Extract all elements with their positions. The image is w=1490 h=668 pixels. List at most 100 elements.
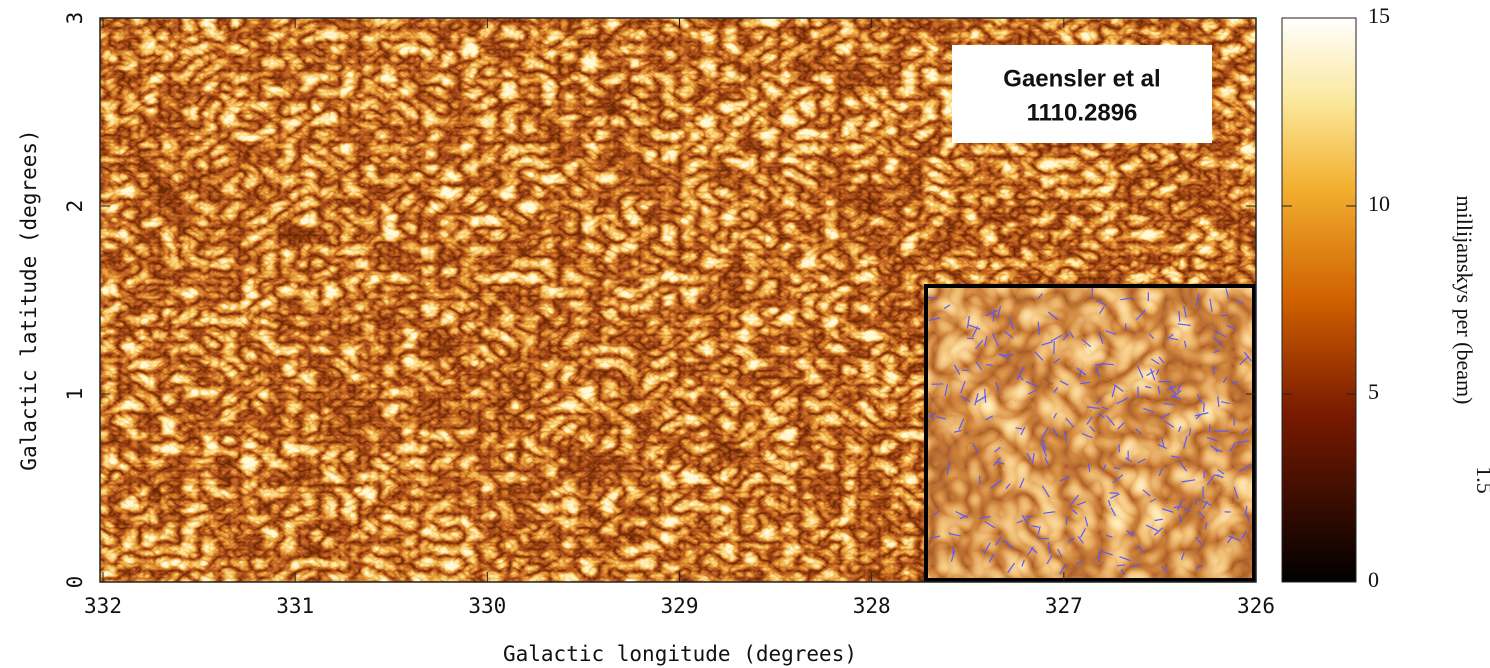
vector (1004, 331, 1014, 339)
vector (1229, 442, 1236, 452)
x-tick-label: 330 (468, 594, 506, 618)
vector (1105, 330, 1117, 335)
vector (1018, 375, 1024, 381)
vector (1004, 539, 1014, 550)
vector (1105, 414, 1116, 427)
vector (1241, 530, 1247, 540)
vector (1079, 528, 1087, 538)
vector (1142, 489, 1151, 497)
vector (1216, 474, 1224, 479)
vector (1183, 305, 1187, 318)
vector (1244, 505, 1248, 515)
vector (1171, 455, 1181, 459)
vector (929, 535, 941, 540)
vector (1067, 537, 1075, 543)
vector (1246, 513, 1250, 522)
vector (1070, 494, 1080, 506)
vector (1053, 358, 1061, 364)
vector (960, 380, 966, 394)
vector (1005, 483, 1011, 490)
x-tick-label: 332 (84, 594, 122, 618)
vector (1137, 458, 1146, 464)
vector (984, 520, 996, 529)
vector (1110, 507, 1117, 517)
vector (986, 364, 993, 366)
vector (966, 315, 970, 329)
vector (1021, 514, 1029, 525)
vector (1217, 469, 1225, 475)
vector (1078, 369, 1082, 378)
vector (972, 443, 979, 454)
vector (1102, 464, 1107, 471)
vector (1143, 407, 1155, 413)
vector (1178, 514, 1183, 523)
vector (1169, 337, 1179, 341)
vector (1077, 535, 1084, 544)
colorbar-tick-label: 0 (1368, 567, 1379, 592)
vector (995, 536, 1002, 546)
vector (995, 381, 1000, 392)
vector (975, 395, 987, 404)
x-tick-label: 331 (276, 594, 314, 618)
vector (994, 446, 1001, 453)
vector (1183, 507, 1191, 513)
vector (1086, 416, 1093, 425)
vector (1116, 564, 1126, 567)
plot-frame (99, 17, 1257, 583)
vector (1239, 463, 1252, 473)
vector (1041, 445, 1048, 457)
vector (1110, 493, 1120, 499)
vector (1117, 422, 1125, 430)
colorbar-label: millijanskys per (beam) (1452, 196, 1477, 405)
vector (946, 461, 951, 475)
vector (1222, 376, 1228, 383)
vector (1215, 448, 1223, 453)
vector (996, 461, 1005, 465)
vector (1080, 381, 1091, 385)
vector (1235, 299, 1244, 305)
vector (1126, 529, 1134, 537)
vector (1183, 340, 1187, 348)
vector (1212, 365, 1215, 375)
vector (1162, 508, 1174, 513)
vector (958, 418, 965, 430)
y-tick-label: 3 (63, 12, 87, 25)
vector (1041, 485, 1050, 498)
vector (1169, 385, 1177, 395)
vector (1037, 526, 1041, 535)
vector (1081, 338, 1092, 348)
vector (1195, 293, 1200, 307)
vector (1037, 321, 1040, 335)
annotation-box (952, 45, 1212, 143)
vector (992, 333, 999, 347)
vector (1163, 402, 1176, 406)
annotation: 1110.2896 (1027, 99, 1138, 126)
vector (1116, 397, 1129, 405)
vector (1131, 563, 1140, 568)
vector (1196, 393, 1203, 404)
vector (1048, 541, 1051, 554)
vector (1179, 461, 1188, 472)
vector (1161, 437, 1165, 449)
x-tick-label: 326 (1237, 594, 1275, 618)
vector (1213, 336, 1223, 347)
vector (1195, 414, 1202, 420)
vector (1016, 520, 1023, 524)
vector (1161, 565, 1168, 574)
vector (1026, 452, 1032, 461)
vector (1198, 511, 1206, 519)
x-tick-label: 327 (1045, 594, 1083, 618)
vector (1016, 366, 1025, 380)
vector (984, 336, 988, 347)
vector (1059, 380, 1069, 386)
vector (1217, 396, 1220, 407)
vector (1046, 555, 1053, 565)
vector (1153, 527, 1164, 536)
vector (1037, 293, 1043, 300)
vector (1071, 509, 1078, 515)
vector (1157, 444, 1168, 449)
vector (1106, 534, 1113, 538)
colorbar-tick-label: 10 (1368, 191, 1390, 216)
vector (1065, 417, 1075, 428)
